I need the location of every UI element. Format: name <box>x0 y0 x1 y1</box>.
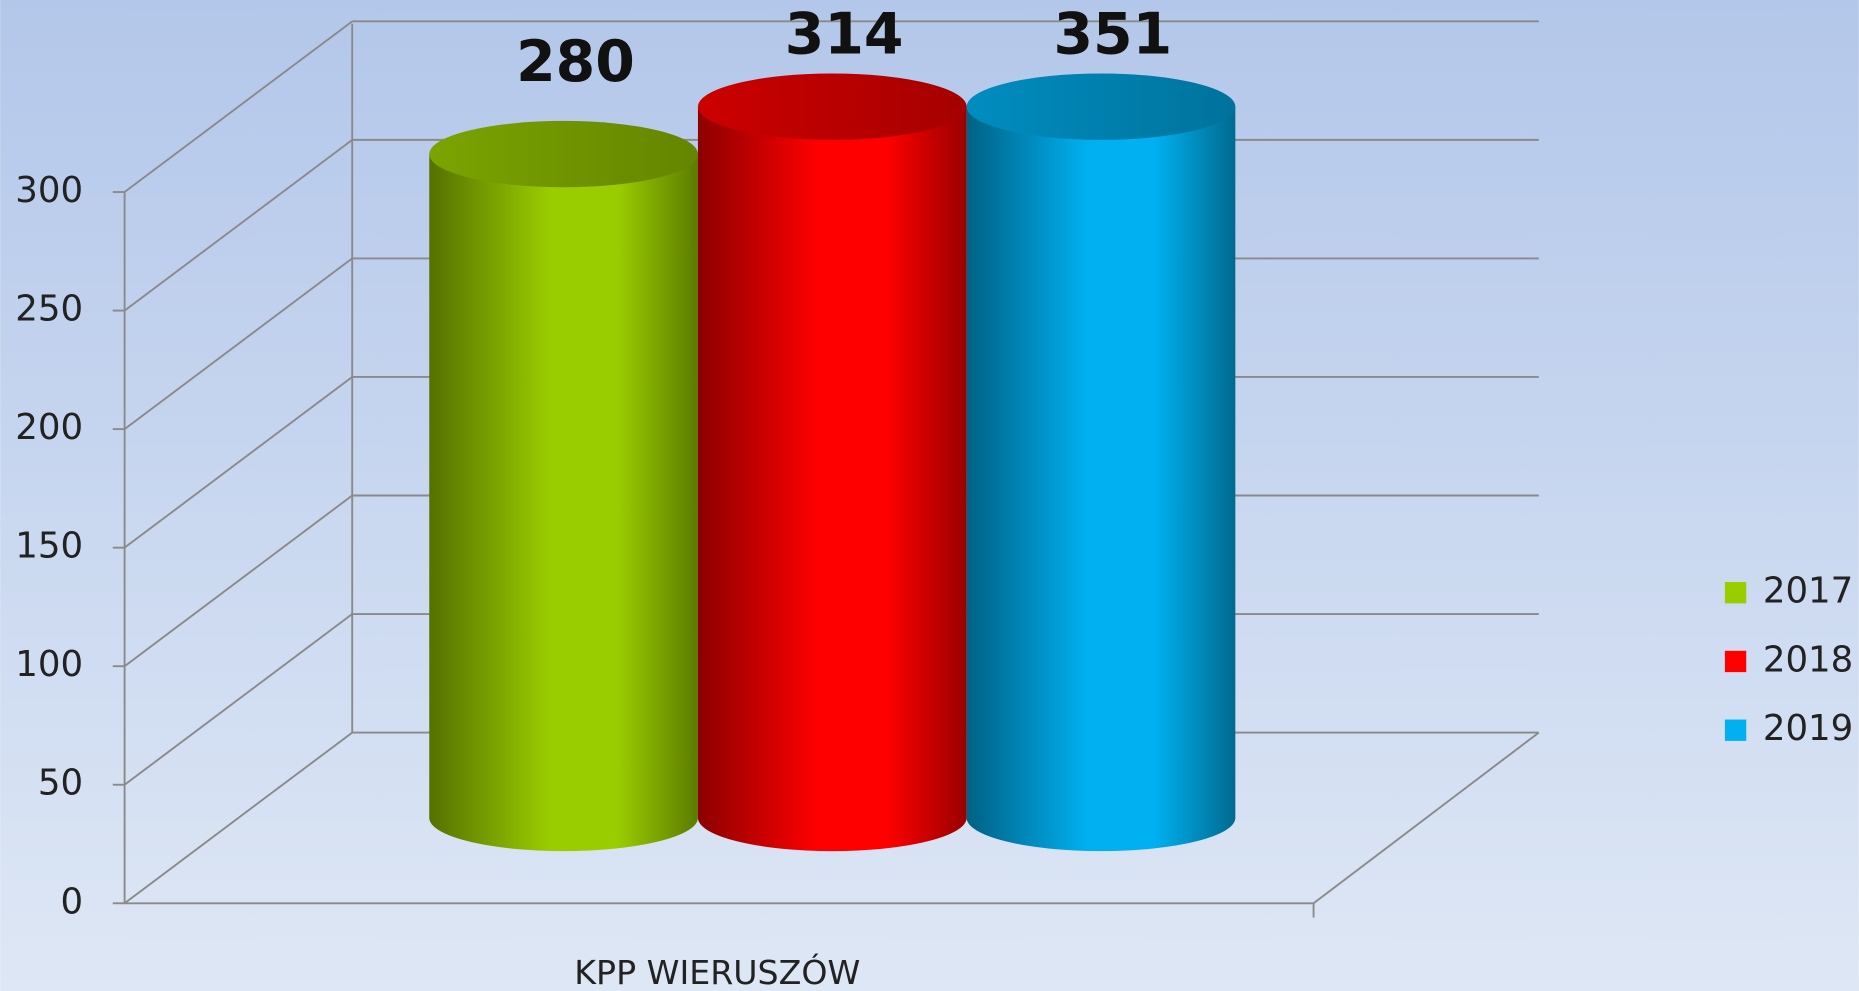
bar <box>697 73 967 852</box>
value-label: 314 <box>785 2 904 68</box>
y-tick-label: 150 <box>15 526 83 567</box>
bar-top <box>966 73 1236 140</box>
value-label: 280 <box>516 29 635 95</box>
legend-swatch <box>1724 582 1747 604</box>
bar-body <box>966 106 1236 852</box>
y-tick-label: 200 <box>15 407 83 448</box>
legend-label: 2019 <box>1763 708 1853 749</box>
bar-top <box>697 73 967 140</box>
legend-swatch <box>1724 650 1747 673</box>
bar <box>966 73 1236 852</box>
grid-line <box>124 613 353 786</box>
grid-line <box>124 376 353 549</box>
bar-body <box>429 154 698 852</box>
y-tick-label: 250 <box>15 289 83 330</box>
grid-line <box>124 257 353 430</box>
x-tick-label: KPP WIERUSZÓW <box>574 952 860 991</box>
grid-line <box>124 494 353 667</box>
grid-line <box>124 20 353 193</box>
legend-label: 2017 <box>1763 571 1853 612</box>
y-tick-label: 100 <box>15 644 83 685</box>
legend-label: 2018 <box>1763 639 1853 680</box>
legend-swatch <box>1724 719 1747 741</box>
y-tick-label: 300 <box>15 170 83 211</box>
bar-top <box>429 120 698 188</box>
grid-line <box>124 731 353 905</box>
bar <box>429 120 698 852</box>
bar-body <box>697 106 967 852</box>
y-tick-label: 50 <box>38 763 83 804</box>
grid-line <box>124 139 353 312</box>
value-label: 351 <box>1053 2 1172 68</box>
y-tick-label: 0 <box>60 881 83 922</box>
